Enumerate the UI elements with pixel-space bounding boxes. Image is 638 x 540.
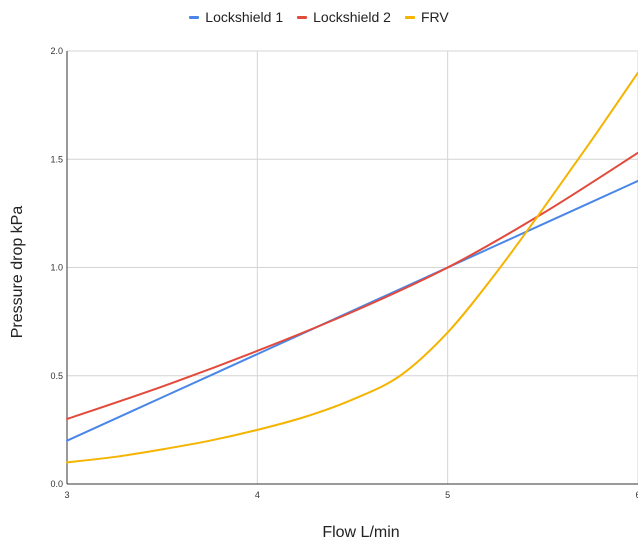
x-axis-title: Flow L/min [322, 524, 399, 540]
x-tick-label-0: 3 [64, 490, 69, 500]
y-tick-label-4: 2.0 [50, 46, 63, 56]
legend-label-frv: FRV [420, 9, 449, 25]
series-line-frv [66, 71, 638, 464]
series-lines [66, 71, 638, 464]
legend-label-lockshield-1: Lockshield 1 [205, 9, 284, 25]
y-tick-label-3: 1.5 [50, 154, 63, 164]
y-tick-label-0: 0.0 [50, 479, 63, 489]
legend-item-lockshield-1: Lockshield 1 [189, 9, 283, 25]
tick-labels: 0.0 0.5 1.0 1.5 2.0 3 4 5 6 [50, 46, 638, 500]
series-line-lockshield-2 [66, 151, 638, 421]
legend-swatch-lockshield-2 [297, 15, 308, 19]
x-tick-label-2: 5 [445, 490, 450, 500]
y-tick-label-1: 0.5 [50, 371, 63, 381]
legend-swatch-lockshield-1 [189, 15, 200, 19]
y-tick-label-2: 1.0 [50, 263, 63, 273]
legend-item-frv: FRV [404, 9, 449, 25]
x-tick-label-3: 6 [635, 490, 638, 500]
x-tick-label-1: 4 [255, 490, 260, 500]
axes [66, 51, 638, 485]
legend-swatch-frv [404, 15, 415, 19]
legend-label-lockshield-2: Lockshield 2 [313, 9, 391, 25]
gridlines [67, 50, 638, 484]
y-axis-title: Pressure drop kPa [9, 206, 26, 339]
chart-legend: Lockshield 1 Lockshield 2 FRV [0, 9, 638, 25]
legend-item-lockshield-2: Lockshield 2 [297, 9, 391, 25]
